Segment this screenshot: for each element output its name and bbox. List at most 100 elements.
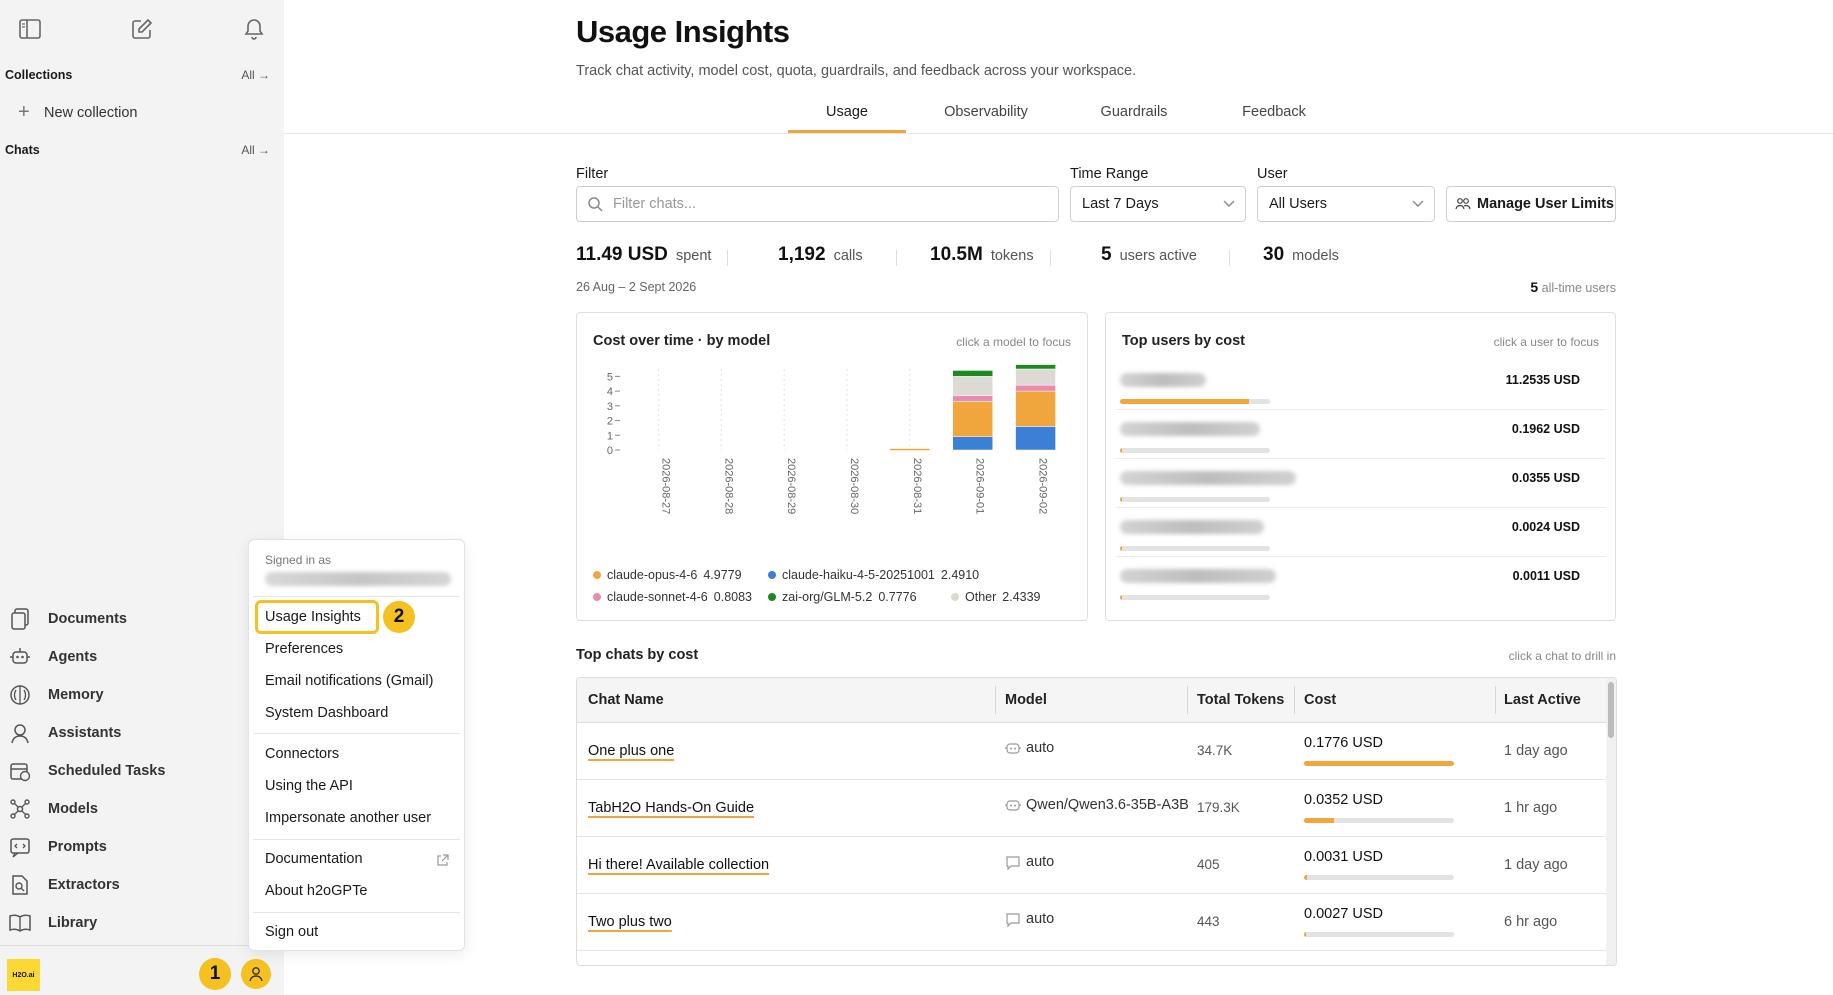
user-cost: 0.0024 USD [1511, 520, 1580, 534]
tab-observability[interactable]: Observability [944, 104, 1028, 120]
user-row[interactable]: 0.1962 USD [1120, 422, 1596, 470]
user-avatar-button[interactable] [241, 959, 271, 989]
chevron-down-icon [1223, 200, 1235, 207]
row-divider [1116, 507, 1606, 508]
bar-segment [1015, 368, 1056, 386]
column-header-total-tokens[interactable]: Total Tokens [1197, 692, 1285, 708]
menu-item-sign-out[interactable]: Sign out [265, 924, 319, 940]
new-collection-label: New collection [44, 104, 138, 121]
menu-item-system-dashboard[interactable]: System Dashboard [265, 705, 389, 721]
collections-all-link[interactable]: All → [241, 68, 270, 82]
sidebar-item-models[interactable]: Models [0, 790, 284, 828]
column-header-chat-name[interactable]: Chat Name [588, 692, 664, 708]
menu-item-documentation[interactable]: Documentation [265, 851, 363, 867]
bar-segment [952, 436, 993, 451]
total-tokens: 179.3K [1197, 800, 1240, 815]
time-range-select[interactable]: Last 7 Days [1070, 186, 1246, 222]
filter-input[interactable]: Filter chats... [576, 186, 1059, 222]
top-users-hint: click a user to focus [1493, 335, 1599, 349]
user-cost-bar [1120, 448, 1270, 453]
legend-item-claude-opus[interactable]: claude-opus-4-6 4.9779 [593, 568, 742, 582]
sidebar-item-agents[interactable]: Agents [0, 638, 284, 676]
user-cost-bar [1120, 595, 1270, 600]
legend-dot [951, 593, 959, 601]
menu-item-usage-insights[interactable]: Usage Insights [265, 609, 361, 625]
row-divider [1116, 409, 1606, 410]
sidebar-item-memory[interactable]: Memory [0, 676, 284, 714]
table-scrollbar[interactable] [1606, 678, 1616, 965]
model-name: Qwen/Qwen3.6-35B-A3B [1026, 797, 1189, 813]
legend-dot [768, 593, 776, 601]
table-row[interactable]: Two plus two auto 443 0.0027 USD 6 hr ag… [577, 894, 1607, 951]
chat-name-link[interactable]: Hi there! Available collection [588, 857, 770, 873]
scroll-thumb[interactable] [1608, 682, 1614, 738]
x-tick-label: 2026-08-29 [785, 458, 797, 514]
time-range-value: Last 7 Days [1082, 196, 1159, 212]
total-tokens: 443 [1197, 914, 1220, 929]
sidebar-item-prompts[interactable]: Prompts [0, 828, 284, 866]
column-header-cost[interactable]: Cost [1304, 692, 1337, 708]
legend-item-claude-haiku[interactable]: claude-haiku-4-5-20251001 2.4910 [768, 568, 979, 582]
sidebar-item-label: Extractors [48, 877, 120, 893]
chat-name-link[interactable]: Two plus two [588, 914, 672, 930]
legend-item-claude-sonnet[interactable]: claude-sonnet-4-6 0.8083 [593, 590, 752, 604]
new-collection-button[interactable]: + New collection [0, 101, 156, 124]
new-chat-icon[interactable] [122, 14, 162, 44]
cost-bar-fill [1304, 932, 1307, 937]
column-header-model[interactable]: Model [1005, 692, 1047, 708]
signed-in-label: Signed in as [265, 553, 332, 567]
sidebar-item-documents[interactable]: Documents [0, 600, 284, 638]
menu-item-using-api[interactable]: Using the API [265, 778, 353, 794]
legend-value: 4.9779 [703, 568, 742, 582]
legend-name: zai-org/GLM-5.2 [782, 590, 873, 604]
legend-item-glm[interactable]: zai-org/GLM-5.2 0.7776 [768, 590, 917, 604]
sidebar-item-library[interactable]: Library [0, 904, 284, 942]
menu-item-impersonate[interactable]: Impersonate another user [265, 810, 432, 826]
model-name: auto [1026, 854, 1055, 870]
user-row[interactable]: 0.0355 USD [1120, 471, 1596, 519]
column-divider [1187, 686, 1188, 714]
y-tick-label: 5 [607, 371, 613, 383]
sidebar-item-assistants[interactable]: Assistants [0, 714, 284, 752]
bar-segment [1015, 384, 1056, 392]
bar-segment [952, 370, 993, 377]
legend-dot [593, 571, 601, 579]
column-header-last-active[interactable]: Last Active [1504, 692, 1581, 708]
menu-item-connectors[interactable]: Connectors [265, 746, 340, 762]
sidebar-item-scheduled-tasks[interactable]: Scheduled Tasks [0, 752, 284, 790]
search-icon [588, 197, 603, 212]
page-title: Usage Insights [576, 14, 790, 49]
menu-item-about[interactable]: About h2oGPTe [265, 883, 368, 899]
notifications-bell-icon[interactable] [234, 14, 274, 44]
user-row[interactable]: 0.0011 USD [1120, 569, 1596, 617]
menu-item-email-notifications[interactable]: Email notifications (Gmail) [265, 673, 434, 689]
table-row[interactable]: One plus one auto 34.7K 0.1776 USD 1 day… [577, 723, 1607, 780]
chat-name-link[interactable]: One plus one [588, 743, 675, 759]
menu-item-preferences[interactable]: Preferences [265, 641, 344, 657]
manage-user-limits-button[interactable]: Manage User Limits [1446, 186, 1616, 222]
user-select[interactable]: All Users [1257, 186, 1435, 222]
table-row[interactable]: Hi there! Available collection auto 405 … [577, 837, 1607, 894]
user-cost-bar [1120, 497, 1270, 502]
step-badge-2: 2 [383, 601, 415, 633]
documents-icon [8, 607, 32, 631]
last-active: 1 day ago [1504, 857, 1568, 873]
user-cost-bar [1120, 399, 1270, 404]
user-row[interactable]: 0.0024 USD [1120, 520, 1596, 568]
tab-usage[interactable]: Usage [826, 104, 868, 120]
chats-all-link[interactable]: All → [241, 143, 270, 157]
user-row[interactable]: 11.2535 USD [1120, 373, 1596, 421]
menu-divider [253, 596, 460, 597]
memory-icon [8, 683, 32, 707]
tab-guardrails[interactable]: Guardrails [1100, 104, 1168, 120]
chat-name-link[interactable]: TabH2O Hands-On Guide [588, 800, 755, 816]
bar-segment [1015, 426, 1056, 451]
sidebar-toggle-icon[interactable] [10, 14, 50, 44]
sidebar-item-extractors[interactable]: Extractors [0, 866, 284, 904]
tab-feedback[interactable]: Feedback [1242, 104, 1306, 120]
legend-item-other[interactable]: Other 2.4339 [951, 590, 1041, 604]
top-users-card: Top users by cost click a user to focus … [1105, 312, 1616, 621]
table-row[interactable]: TabH2O Hands-On Guide Qwen/Qwen3.6-35B-A… [577, 780, 1607, 837]
robot-icon [1005, 798, 1021, 816]
user-select-value: All Users [1269, 196, 1328, 212]
